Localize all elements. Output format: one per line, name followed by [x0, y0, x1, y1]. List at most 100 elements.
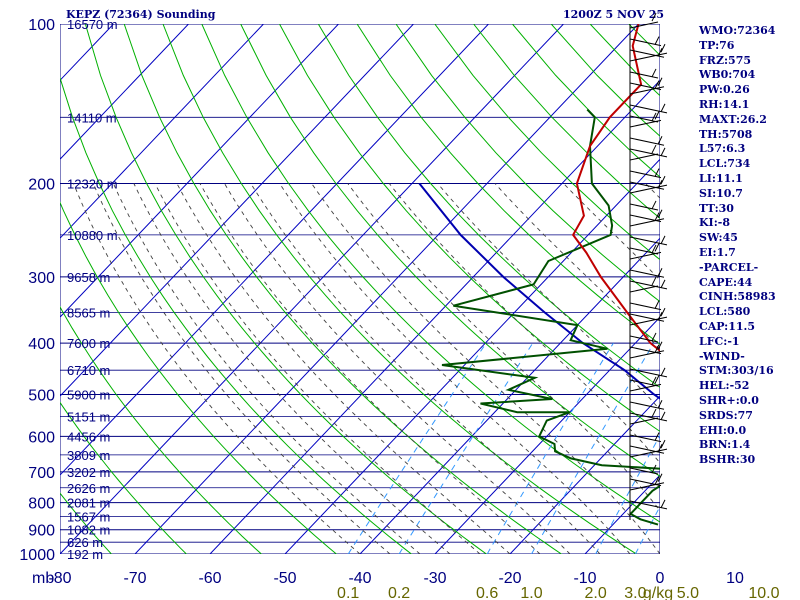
mixing-ratio-label: 2.0 [585, 585, 607, 600]
index-item: WB0:704 [699, 68, 756, 82]
height-label: 192 m [67, 547, 103, 562]
index-item: BRN:1.4 [699, 438, 751, 452]
wind-barb-feather [660, 439, 666, 449]
index-item: SHR+:0.0 [699, 393, 759, 407]
wind-barb [629, 203, 659, 211]
moist-adiabat [112, 183, 421, 554]
wind-barb-feather [654, 432, 660, 441]
dry-adiabat [162, 24, 637, 554]
height-label: 10880 m [67, 228, 118, 243]
index-item: TH:5708 [699, 127, 753, 141]
dry-adiabat [395, 24, 660, 303]
moist-adiabat [311, 183, 660, 554]
isotherm [60, 24, 564, 554]
height-label: 626 m [67, 535, 103, 550]
isotherm [60, 24, 264, 239]
moist-adiabat [133, 183, 451, 554]
wind-barb [629, 383, 662, 392]
height-label: 14110 m [67, 110, 117, 125]
index-item: SRDS:77 [699, 408, 753, 422]
isotherm [434, 316, 660, 554]
moist-adiabat [73, 183, 361, 554]
wind-barb-feather [651, 408, 657, 418]
pressure-tick-label: 1000 [19, 547, 55, 564]
wind-barb-feather [660, 235, 666, 245]
wind-barb [629, 115, 659, 123]
mixing-ratio-line [398, 342, 534, 554]
wind-barb [629, 119, 662, 128]
temperature-tick-label: -80 [48, 570, 71, 587]
wind-barb [629, 448, 668, 458]
height-label: 8565 m [67, 305, 110, 320]
pressure-tick-label: 900 [28, 523, 55, 540]
sounding-time: 1200Z 5 NOV 25 [563, 8, 665, 21]
temperature-trace [571, 24, 660, 352]
dry-adiabat [784, 24, 800, 554]
index-item: LFC:-1 [699, 334, 740, 348]
height-label: 9658 m [67, 270, 110, 285]
dry-adiabat [60, 76, 412, 554]
wind-barb-feather [651, 68, 657, 78]
dry-adiabat [201, 24, 660, 523]
index-item: PW:0.26 [699, 83, 750, 97]
mixing-ratio-label: 0.6 [476, 585, 498, 600]
temperature-tick-label: -60 [198, 570, 221, 587]
mixing-ratio-line [634, 505, 660, 554]
pressure-tick-label: 700 [28, 465, 55, 482]
wind-barb-feather [651, 244, 657, 254]
mixing-ratio-label: 3.0 [624, 585, 646, 600]
wind-barb [629, 52, 668, 62]
wind-barb-feather [654, 80, 660, 89]
wind-barb [629, 335, 659, 343]
mixing-ratio-label: 10.0 [748, 585, 779, 600]
dry-adiabat [317, 24, 660, 389]
height-label: 5151 m [67, 409, 110, 424]
dry-adiabat [60, 305, 262, 554]
pressure-tick-label: 500 [28, 387, 55, 404]
wind-barbs [629, 12, 668, 520]
dry-adiabat [60, 201, 337, 554]
wind-barb-feather [654, 243, 660, 252]
moist-adiabat [347, 183, 660, 512]
isotherm [60, 24, 414, 397]
wind-barb [629, 482, 665, 491]
wind-barb-feather [651, 12, 657, 22]
wind-barb [629, 86, 665, 95]
index-item: LCL:580 [699, 305, 751, 319]
wind-barb [629, 251, 662, 260]
index-item: SW:45 [699, 231, 738, 245]
wind-barb [629, 184, 668, 194]
mixing-ratio-label: 0.2 [388, 585, 410, 600]
wind-barb-feather [660, 103, 666, 113]
background-grid [60, 24, 800, 554]
height-label: 16570 m [67, 17, 118, 32]
isotherm [134, 24, 639, 554]
index-item: LI:11.1 [699, 171, 743, 185]
wind-barb [629, 71, 659, 79]
mixing-ratio-label: 0.1 [337, 585, 359, 600]
isotherm [284, 158, 660, 554]
wind-barb-feather [657, 136, 663, 145]
pressure-tick-label: 800 [28, 496, 55, 513]
height-label: 6710 m [67, 363, 110, 378]
wind-barb-feather [654, 36, 660, 45]
index-item: BSHR:30 [699, 453, 756, 467]
height-label: 3202 m [67, 465, 110, 480]
moist-adiabat [279, 183, 631, 554]
wind-barb-feather [660, 307, 666, 317]
wind-barb-feather [660, 43, 666, 53]
dry-adiabat [60, 401, 187, 554]
pressure-tick-label: 200 [28, 177, 55, 194]
index-item: CAP:11.5 [699, 319, 756, 333]
index-item: MAXT:26.2 [699, 112, 767, 126]
temperature-tick-label: -10 [573, 570, 596, 587]
wind-barb [629, 153, 659, 161]
index-item: FRZ:575 [699, 53, 752, 67]
wind-barb-feather [660, 147, 666, 157]
isotherm [359, 237, 660, 554]
isotherm [509, 395, 660, 554]
isotherm [60, 24, 189, 160]
wind-barb-feather [660, 175, 666, 185]
wind-barb [629, 38, 662, 47]
